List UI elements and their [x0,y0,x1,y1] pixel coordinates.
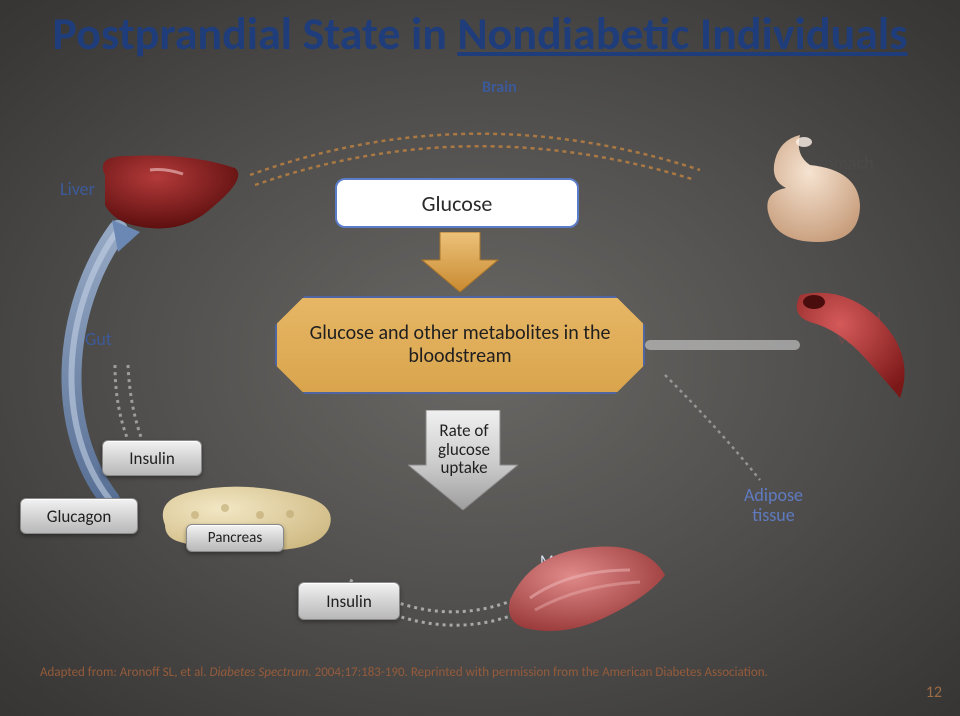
citation-journal: Diabetes Spectrum. [210,665,312,680]
muscle-icon [500,530,670,640]
blood-vessel-icon [790,280,920,400]
adipose-label: Adipose tissue [744,486,803,526]
slide-number: 12 [926,683,942,702]
title-underline: Nondiabetic Individuals [457,6,907,62]
glucose-box-text: Glucose [422,190,493,217]
glucagon-label: Glucagon [20,498,138,534]
insulin-label-2: Insulin [298,582,400,620]
title-prefix: Postprandial State in [52,6,457,62]
metabolites-octagon: Glucose and other metabolites in the blo… [275,296,645,394]
down-arrow-icon [420,232,500,292]
pancreas-label: Pancreas [186,524,284,552]
insulin-label-1: Insulin [102,440,202,476]
citation: Adapted from: Aronoff SL, et al. Diabete… [40,665,768,680]
liver-icon [95,150,245,235]
citation-prefix: Adapted from: Aronoff SL, et al. [40,665,210,680]
slide-title: Postprandial State in Nondiabetic Indivi… [0,6,960,62]
gut-label: Gut [85,328,112,350]
rate-arrow-text: Rate of glucose uptake [418,422,510,478]
citation-rest: 2004;17:183-190. Reprinted with permissi… [312,665,768,680]
stomach-icon [740,130,880,250]
brain-label: Brain [482,78,517,97]
slide: Postprandial State in Nondiabetic Indivi… [0,0,960,716]
glucose-box: Glucose [335,178,579,228]
liver-label: Liver [60,178,95,200]
octagon-text: Glucose and other metabolites in the blo… [307,322,613,368]
